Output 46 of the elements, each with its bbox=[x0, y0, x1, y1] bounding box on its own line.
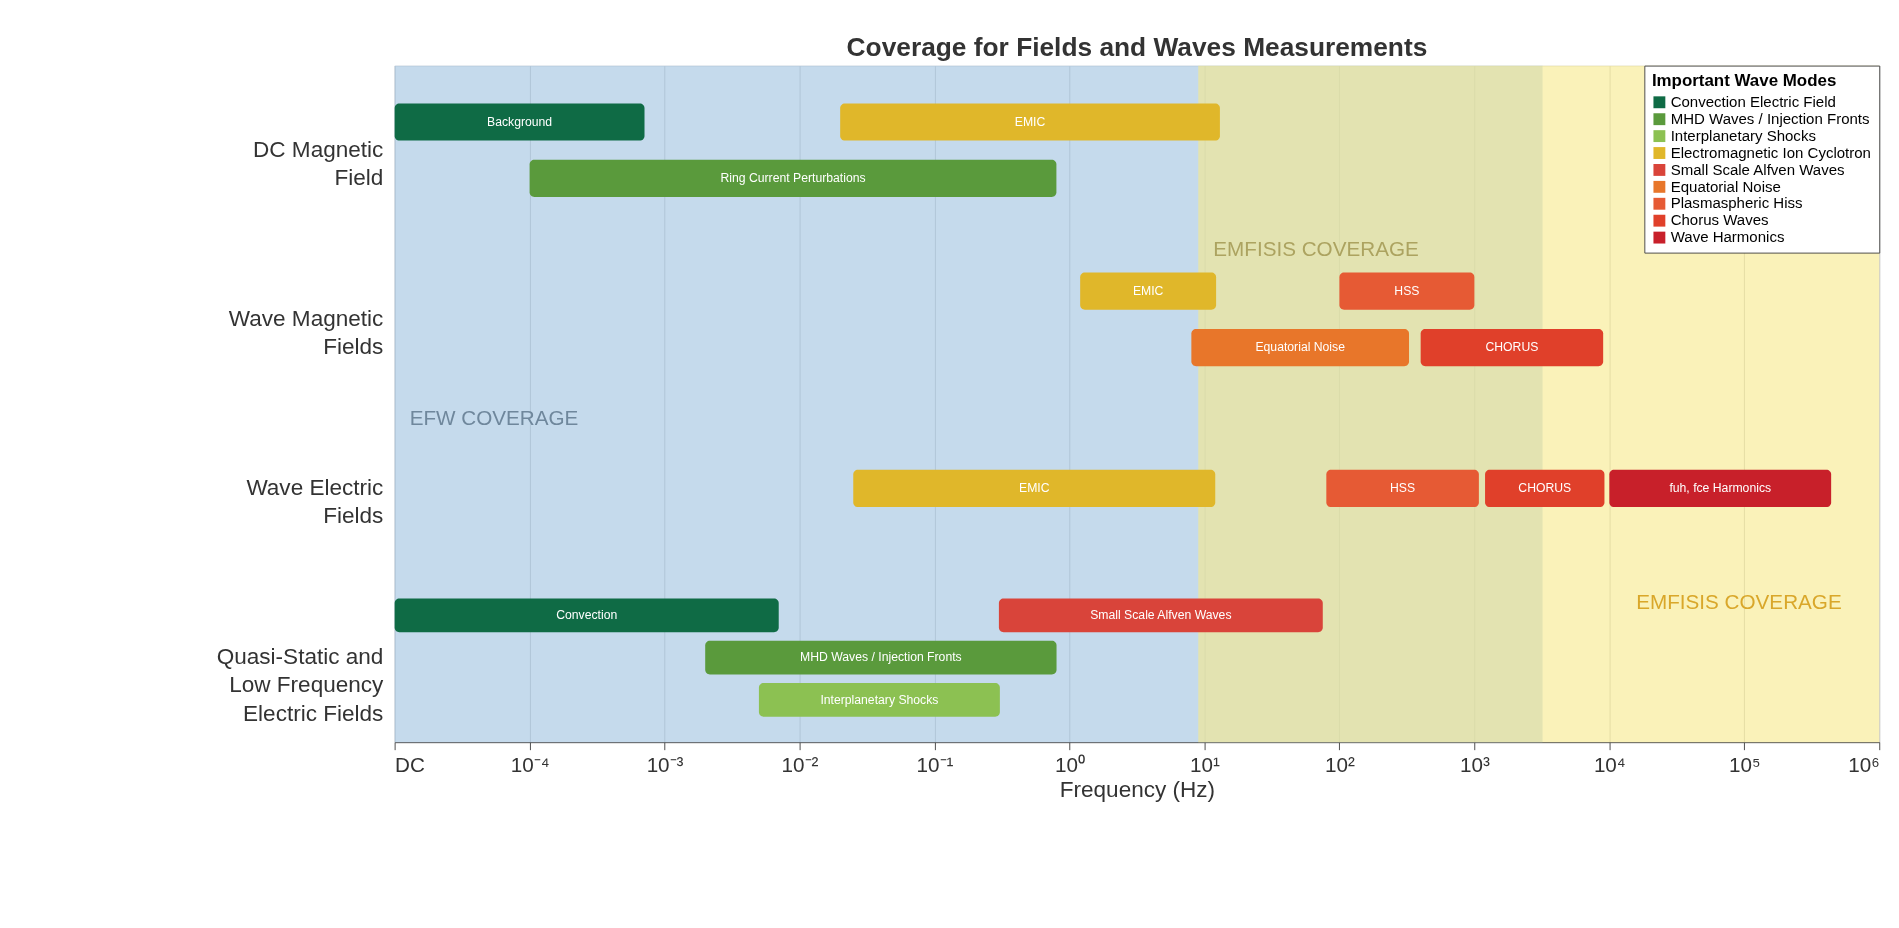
annotation: Interplanetary Shocks bbox=[820, 692, 939, 707]
x-tick-label: 10³ bbox=[1459, 752, 1490, 776]
x-tick-label: 10⁻¹ bbox=[916, 752, 954, 776]
annotation: EMIC bbox=[1132, 283, 1164, 298]
annotation: MHD Waves / Injection Fronts bbox=[800, 650, 962, 665]
legend-label: Chorus Waves bbox=[1670, 211, 1769, 229]
legend-label: Electromagnetic Ion Cyclotron bbox=[1670, 143, 1871, 161]
x-tick-label: DC bbox=[395, 752, 426, 776]
x-tick-label: 10² bbox=[1324, 752, 1355, 776]
annotation: Equatorial Noise bbox=[1255, 340, 1346, 355]
y-tick-label: DC Magnetic Field bbox=[253, 136, 384, 190]
annotation: Background bbox=[487, 114, 553, 129]
annotation: CHORUS bbox=[1485, 340, 1539, 355]
legend-label: MHD Waves / Injection Fronts bbox=[1670, 109, 1870, 127]
annotation: EMFISIS COVERAGE bbox=[1636, 590, 1842, 614]
annotation: Convection bbox=[556, 608, 618, 623]
x-axis-title: Frequency (Hz) bbox=[1059, 777, 1216, 803]
legend-title: Important Wave Modes bbox=[1651, 71, 1837, 91]
annotation: Ring Current Perturbations bbox=[720, 171, 866, 186]
annotation: Small Scale Alfven Waves bbox=[1090, 608, 1232, 623]
legend-label: Convection Electric Field bbox=[1670, 92, 1836, 110]
x-tick-label: 10⁵ bbox=[1729, 752, 1761, 776]
band-label: EFW COVERAGE bbox=[409, 405, 579, 429]
annotation: CHORUS bbox=[1518, 481, 1572, 496]
y-tick-label: Wave Electric Fields bbox=[246, 475, 384, 529]
chart-title: Coverage for Fields and Waves Measurements bbox=[846, 31, 1428, 62]
x-tick-label: 10⁶ bbox=[1848, 752, 1880, 776]
x-tick-label: 10⁻³ bbox=[646, 752, 684, 776]
legend-label: Equatorial Noise bbox=[1670, 177, 1781, 195]
x-tick-label: 10⁻² bbox=[781, 752, 819, 776]
legend-label: Wave Harmonics bbox=[1670, 228, 1785, 246]
x-tick-label: 10⁻⁴ bbox=[510, 752, 550, 776]
x-tick-label: 10⁴ bbox=[1593, 752, 1626, 776]
annotation: HSS bbox=[1394, 283, 1420, 298]
y-tick-label: Wave Magnetic Fields bbox=[228, 305, 384, 360]
band-label: EMFISIS COVERAGE bbox=[1213, 236, 1419, 260]
x-tick-label: 10⁰ bbox=[1054, 752, 1085, 776]
legend-label: Plasmaspheric Hiss bbox=[1670, 194, 1803, 212]
annotation: EMIC bbox=[1018, 481, 1050, 496]
annotation: fuh, fce Harmonics bbox=[1669, 481, 1772, 496]
annotation: EMIC bbox=[1014, 114, 1046, 129]
y-tick-label: Quasi-Static and Low Frequency Electric Fields bbox=[216, 644, 385, 726]
x-tick-label: 10¹ bbox=[1189, 752, 1220, 776]
legend-label: Interplanetary Shocks bbox=[1670, 126, 1816, 144]
legend-label: Small Scale Alfven Waves bbox=[1670, 160, 1845, 178]
annotation: HSS bbox=[1390, 481, 1416, 496]
